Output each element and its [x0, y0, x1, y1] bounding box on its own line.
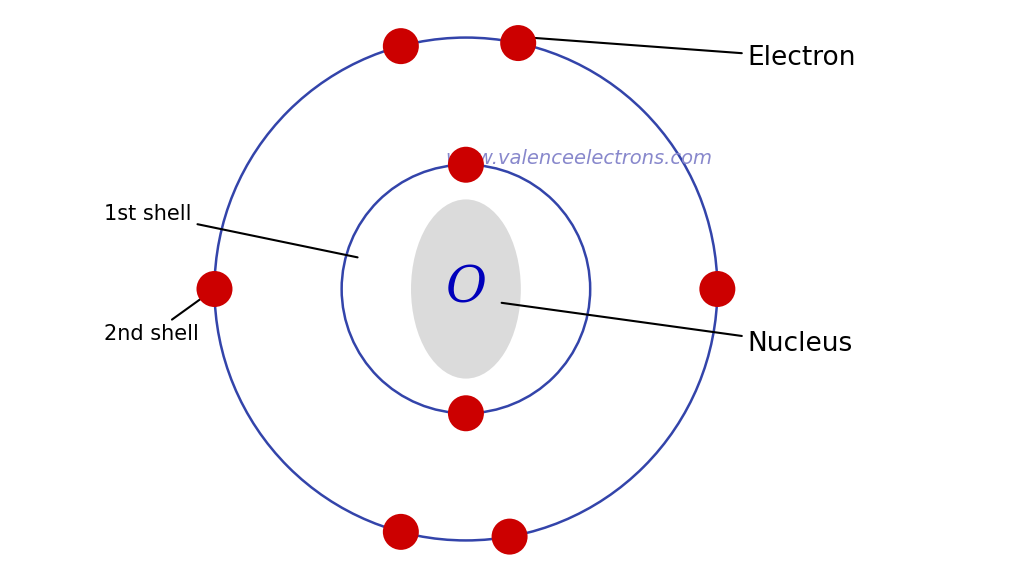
Circle shape: [383, 28, 419, 64]
Text: O: O: [445, 264, 486, 314]
Ellipse shape: [411, 199, 521, 379]
Circle shape: [447, 147, 484, 183]
Circle shape: [447, 395, 484, 431]
Circle shape: [699, 271, 735, 307]
Circle shape: [492, 518, 527, 555]
Text: www.valenceelectrons.com: www.valenceelectrons.com: [445, 149, 713, 168]
Circle shape: [197, 271, 232, 307]
Circle shape: [500, 25, 537, 61]
Text: 1st shell: 1st shell: [104, 204, 357, 257]
Text: Electron: Electron: [534, 38, 856, 71]
Text: 2nd shell: 2nd shell: [104, 291, 212, 344]
Text: Nucleus: Nucleus: [502, 303, 853, 357]
Circle shape: [383, 514, 419, 550]
